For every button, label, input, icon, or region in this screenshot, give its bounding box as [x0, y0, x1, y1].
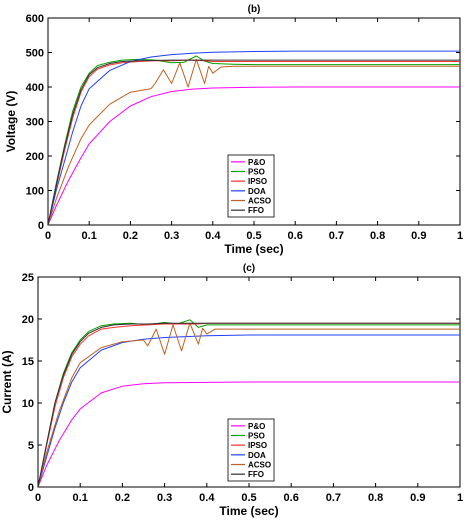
y-tick-label: 25 [22, 272, 34, 284]
y-tick-label: 400 [26, 82, 44, 94]
legend-label: DOA [248, 451, 266, 460]
x-tick-label: 0.6 [284, 492, 299, 504]
x-tick-label: 0.1 [73, 492, 88, 504]
x-tick-label: 0.2 [115, 492, 130, 504]
x-tick-label: 0.7 [326, 492, 341, 504]
y-axis-label: Current (A) [0, 350, 14, 413]
series-group [48, 50, 460, 225]
y-tick-label: 20 [22, 314, 34, 326]
legend-label: FFO [248, 206, 264, 215]
y-tick-label: 10 [22, 398, 34, 410]
y-tick-label: 500 [26, 48, 44, 60]
chart-title: (b) [248, 4, 261, 15]
legend-box [227, 418, 275, 482]
legend-label: P&O [248, 158, 265, 167]
series-line-ffo [38, 322, 460, 487]
series-line-ffo [48, 59, 460, 225]
legend-label: ACSO [248, 461, 271, 470]
x-tick-label: 0.9 [410, 492, 425, 504]
series-line-p-o [38, 381, 460, 487]
y-tick-label: 300 [26, 117, 44, 129]
x-tick-label: 0.5 [246, 230, 261, 242]
x-tick-label: 0.5 [241, 492, 256, 504]
y-tick-label: 5 [28, 440, 34, 452]
x-tick-label: 0.3 [157, 492, 172, 504]
chart-0: (b) 0 0.1 0.2 0.3 0.4 0.5 0.6 0.7 0.8 0.9 1 0 100 200 3… [4, 4, 463, 256]
y-tick-label: 15 [22, 356, 34, 368]
x-tick-label: 0.8 [370, 230, 385, 242]
legend-label: IPSO [248, 177, 267, 186]
legend-label: IPSO [248, 441, 267, 450]
x-tick-label: 1 [457, 230, 463, 242]
x-tick-label: 0.3 [164, 230, 179, 242]
y-tick-label: 0 [38, 220, 44, 232]
x-tick-label: 0 [35, 492, 41, 504]
x-tick-label: 1 [457, 492, 463, 504]
chart-1: (c)0 0.1 0.2 0.3 0.4 0.5 0.6 0.7 0.8 0.9 105101520… [0, 263, 463, 518]
legend-label: PSO [248, 432, 265, 441]
legend-label: PSO [248, 168, 265, 177]
legend-label: DOA [248, 187, 266, 196]
y-tick-label: 100 [26, 186, 44, 198]
x-tick-label: 0.2 [123, 230, 138, 242]
y-tick-label: 600 [26, 13, 44, 25]
chart-title: (c) [243, 263, 255, 274]
x-axis-label: Time (sec) [219, 504, 278, 518]
legend-label: ACSO [248, 197, 271, 206]
series-line-acso [38, 322, 460, 487]
series-line-ipso [48, 59, 460, 225]
series-line-p-o [48, 86, 460, 225]
legend-box [227, 154, 275, 218]
x-tick-label: 0.4 [199, 492, 215, 504]
x-tick-label: 0.6 [288, 230, 303, 242]
y-tick-label: 0 [28, 482, 34, 494]
x-tick-label: 0.4 [205, 230, 221, 242]
x-tick-label: 0.1 [82, 230, 97, 242]
series-line-acso [48, 58, 460, 225]
series-line-doa [48, 50, 460, 225]
x-tick-label: 0.7 [329, 230, 344, 242]
series-group [38, 319, 460, 487]
legend-label: FFO [248, 470, 264, 479]
series-line-pso [48, 55, 460, 225]
x-tick-label: 0.9 [411, 230, 426, 242]
x-tick-label: 0 [45, 230, 51, 242]
x-tick-label: 0.8 [368, 492, 383, 504]
x-axis-label: Time (sec) [224, 242, 283, 256]
y-axis-label: Voltage (V) [4, 91, 18, 153]
y-tick-label: 200 [26, 151, 44, 163]
legend-label: P&O [248, 422, 265, 431]
